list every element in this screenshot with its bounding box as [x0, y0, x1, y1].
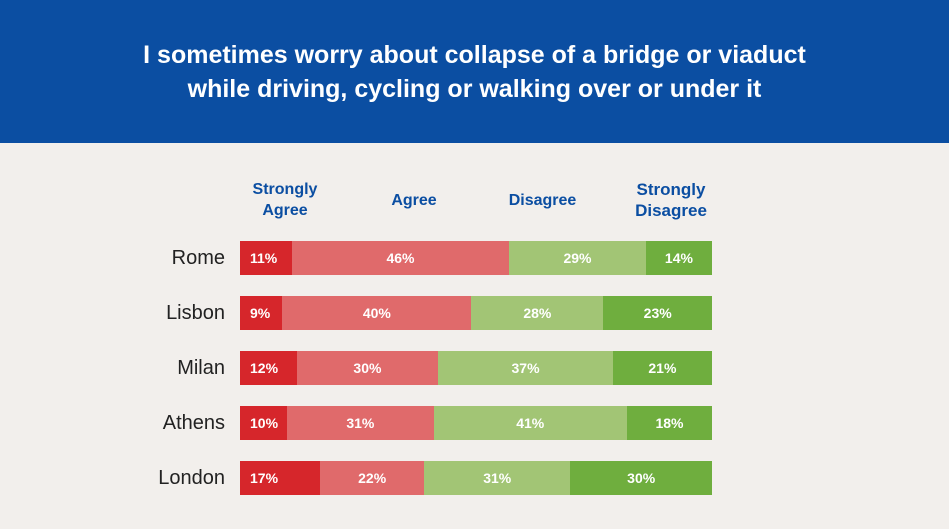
bar-milan-strongly-disagree: 21% [612, 351, 712, 385]
category-label-rome: Rome [171, 247, 225, 269]
legend-strongly-disagree: Strongly Disagree [622, 179, 720, 221]
bar-milan-disagree: 37% [438, 351, 613, 385]
chart-title-line-1: I sometimes worry about collapse of a br… [143, 40, 806, 69]
legend-strongly-disagree-line-1: Strongly [636, 180, 706, 199]
bar-rome-disagree: 29% [509, 241, 646, 275]
bar-milan-strongly-agree: 12% [240, 351, 297, 385]
bar-london-disagree: 31% [424, 461, 571, 495]
bar-row-athens: 10% 31% 41% 18% [240, 406, 712, 440]
bar-lisbon-strongly-disagree: 23% [603, 296, 712, 330]
bar-lisbon-disagree: 28% [471, 296, 604, 330]
legend-strongly-agree-line-2: Agree [262, 202, 308, 219]
bar-row-rome: 11% 46% 29% 14% [240, 241, 712, 275]
bar-row-lisbon: 9% 40% 28% 23% [240, 296, 712, 330]
bar-row-milan: 12% 30% 37% 21% [240, 351, 712, 385]
bar-lisbon-strongly-agree: 9% [240, 296, 283, 330]
legend-strongly-agree: Strongly Agree [240, 179, 330, 221]
bar-london-agree: 22% [320, 461, 425, 495]
bar-athens-agree: 31% [287, 406, 434, 440]
bar-lisbon-agree: 40% [282, 296, 472, 330]
bar-london-strongly-agree: 17% [240, 461, 321, 495]
bar-rome-strongly-disagree: 14% [645, 241, 712, 275]
bar-rome-agree: 46% [291, 241, 510, 275]
category-label-lisbon: Lisbon [166, 302, 225, 324]
category-label-milan: Milan [177, 357, 225, 379]
bar-london-strongly-disagree: 30% [570, 461, 712, 495]
category-label-athens: Athens [162, 412, 225, 434]
legend-disagree: Disagree [508, 192, 577, 209]
category-label-london: London [158, 467, 225, 489]
chart-header: I sometimes worry about collapse of a br… [0, 0, 949, 143]
chart-area: Strongly Agree Agree Disagree Strongly D… [0, 143, 949, 529]
bar-athens-strongly-disagree: 18% [627, 406, 712, 440]
bar-row-london: 17% 22% 31% 30% [240, 461, 712, 495]
legend-strongly-disagree-line-2: Disagree [635, 201, 707, 220]
bar-rome-strongly-agree: 11% [240, 241, 292, 275]
bar-athens-disagree: 41% [433, 406, 628, 440]
chart-title-line-2: while driving, cycling or walking over o… [187, 74, 762, 103]
legend-agree: Agree [391, 192, 437, 209]
legend-strongly-agree-line-1: Strongly [252, 181, 318, 198]
bar-athens-strongly-agree: 10% [240, 406, 288, 440]
bar-milan-agree: 30% [296, 351, 439, 385]
